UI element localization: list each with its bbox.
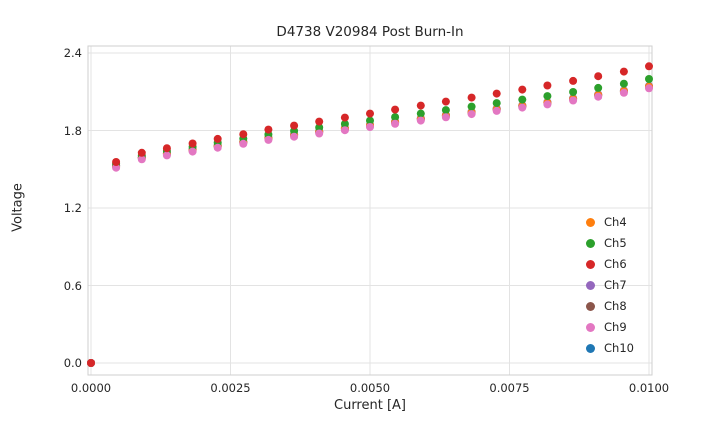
y-tick-label: 1.8 (63, 123, 82, 138)
data-point-ch5 (492, 99, 501, 108)
data-point-ch6 (112, 158, 121, 166)
chart-title: D4738 V20984 Post Burn-In (276, 24, 464, 40)
data-point-ch6 (315, 117, 324, 126)
data-point-ch6 (619, 67, 628, 76)
legend-swatch-ch10 (586, 344, 595, 353)
data-point-ch9 (543, 100, 552, 109)
data-point-ch9 (416, 116, 425, 125)
data-point-ch9 (290, 132, 299, 141)
data-point-ch6 (518, 85, 527, 94)
data-point-ch5 (619, 79, 628, 88)
legend-swatch-ch7 (586, 281, 595, 290)
data-point-ch9 (112, 163, 121, 172)
data-point-ch6 (441, 97, 450, 106)
y-tick-label: 0.6 (63, 278, 82, 293)
x-tick-label: 0.0025 (210, 381, 251, 395)
data-point-ch5 (569, 88, 578, 96)
data-point-ch6 (366, 109, 374, 118)
data-point-ch5 (416, 109, 425, 118)
data-point-ch5 (391, 113, 400, 122)
data-point-ch6 (264, 125, 273, 134)
data-point-ch9 (264, 135, 273, 144)
plot-frame (87, 45, 653, 376)
legend: Ch4 Ch5 Ch6 Ch7 Ch8 Ch9 Ch10 (586, 212, 634, 359)
y-tick-label: 1.2 (63, 201, 82, 215)
legend-item-ch9: Ch9 (586, 317, 634, 338)
data-point-ch9 (467, 110, 476, 119)
legend-item-ch4: Ch4 (586, 212, 634, 233)
legend-label-ch8: Ch8 (604, 298, 627, 313)
data-point-ch5 (645, 75, 653, 83)
data-point-ch9 (188, 147, 197, 156)
x-tick-label: 0.0000 (70, 381, 112, 395)
data-point-ch6 (162, 144, 171, 153)
data-point-ch9 (645, 84, 653, 93)
data-point-ch9 (239, 139, 248, 148)
data-point-ch9 (366, 123, 374, 131)
legend-item-ch7: Ch7 (586, 275, 634, 296)
data-point-ch5 (315, 123, 324, 132)
data-point-ch5 (518, 95, 527, 104)
data-point-ch9 (162, 151, 171, 160)
legend-label-ch7: Ch7 (604, 277, 627, 292)
data-point-ch5 (467, 102, 476, 111)
legend-label-ch10: Ch10 (604, 340, 634, 355)
data-point-ch9 (569, 96, 578, 105)
legend-item-ch6: Ch6 (586, 254, 634, 275)
legend-swatch-ch5 (586, 239, 595, 248)
data-point-ch6 (188, 139, 197, 148)
data-point-ch6 (87, 359, 95, 367)
legend-swatch-ch4 (586, 218, 595, 227)
data-point-ch5 (366, 116, 374, 125)
x-tick-label: 0.0100 (628, 381, 670, 395)
data-point-ch9 (594, 92, 603, 101)
data-point-ch6 (340, 113, 349, 122)
data-point-ch9 (391, 119, 400, 128)
data-point-ch5 (340, 120, 349, 128)
data-point-ch6 (239, 130, 248, 139)
legend-item-ch10: Ch10 (586, 338, 634, 359)
legend-swatch-ch9 (586, 323, 595, 332)
legend-item-ch5: Ch5 (586, 233, 634, 254)
legend-label-ch6: Ch6 (604, 256, 627, 271)
x-axis-label: Current [A] (334, 398, 406, 413)
data-point-ch6 (290, 121, 299, 130)
data-point-ch9 (315, 129, 324, 138)
data-point-ch6 (391, 105, 400, 114)
data-point-ch9 (441, 113, 450, 122)
data-point-ch9 (213, 143, 222, 152)
data-point-ch9 (137, 155, 146, 164)
y-tick-label: 0.0 (63, 356, 82, 370)
data-point-ch9 (619, 88, 628, 97)
legend-label-ch9: Ch9 (604, 319, 627, 334)
data-point-ch6 (137, 148, 146, 157)
legend-label-ch4: Ch4 (604, 214, 627, 229)
data-point-ch5 (441, 106, 450, 115)
data-point-ch6 (594, 72, 603, 81)
data-point-ch5 (543, 92, 552, 101)
legend-item-ch8: Ch8 (586, 296, 634, 317)
data-point-ch9 (518, 103, 527, 112)
data-point-ch9 (492, 106, 501, 115)
data-point-ch9 (340, 126, 349, 135)
data-point-ch6 (416, 101, 425, 110)
data-point-ch6 (467, 93, 476, 102)
data-point-ch6 (543, 81, 552, 90)
x-tick-label: 0.0075 (489, 381, 530, 395)
y-axis-label: Voltage (10, 183, 26, 232)
x-tick-label: 0.0050 (349, 381, 391, 395)
data-point-ch6 (213, 134, 222, 143)
data-point-ch6 (645, 62, 653, 71)
data-point-ch6 (569, 76, 578, 85)
legend-label-ch5: Ch5 (604, 235, 627, 250)
legend-swatch-ch6 (586, 260, 595, 269)
legend-swatch-ch8 (586, 302, 595, 311)
y-tick-label: 2.4 (63, 46, 82, 60)
data-point-ch5 (594, 83, 603, 92)
data-point-ch6 (492, 89, 501, 98)
